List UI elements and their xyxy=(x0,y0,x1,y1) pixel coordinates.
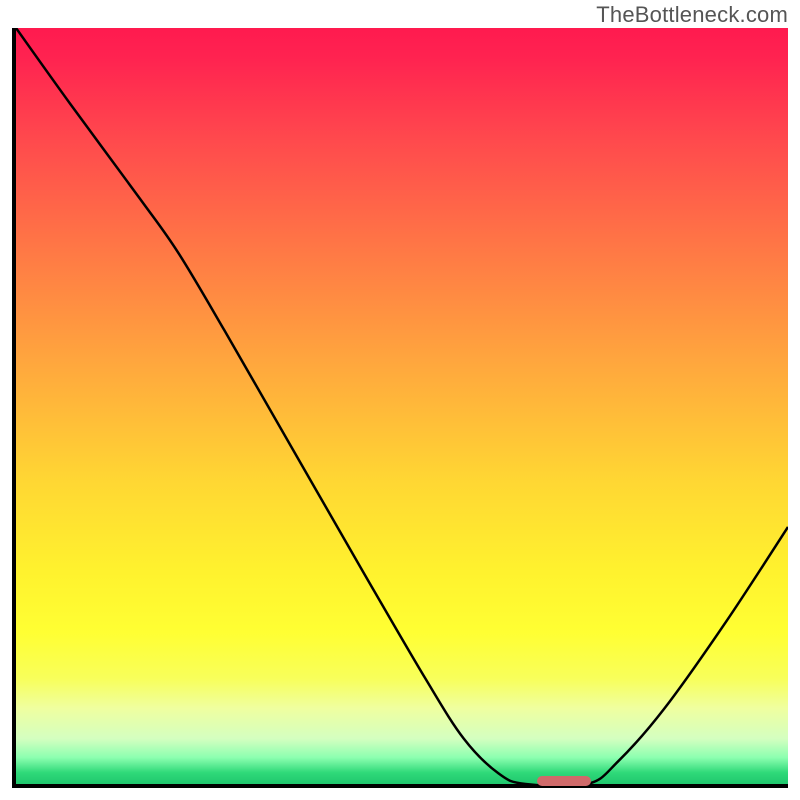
chart-background xyxy=(16,28,788,784)
chart-svg xyxy=(16,28,788,784)
optimum-marker xyxy=(537,776,591,787)
watermark-text: TheBottleneck.com xyxy=(596,2,788,28)
bottleneck-chart xyxy=(12,28,788,788)
